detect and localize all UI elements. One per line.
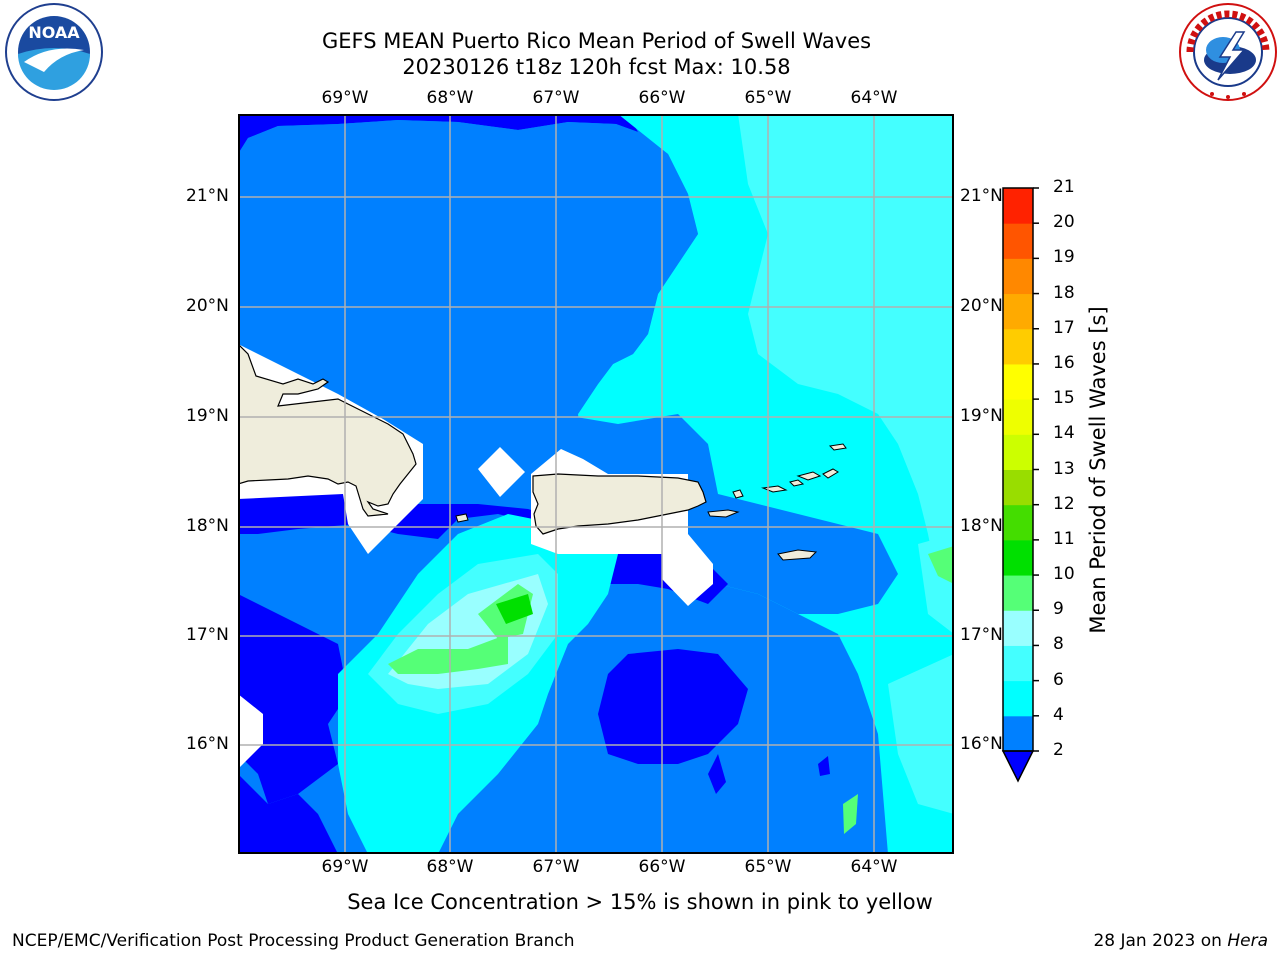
field-6-8s-southeast [888, 654, 954, 814]
nws-logo [1178, 2, 1278, 102]
colorbar-tick-marks [1033, 187, 1039, 752]
map-gridlines [238, 114, 954, 854]
map-title: GEFS MEAN Puerto Rico Mean Period of Swe… [321, 29, 872, 53]
lat-label-right-16n: 16°N [960, 734, 1003, 754]
colorbar-band-14-15 [1003, 399, 1033, 435]
lon-label-top-64w: 64°W [850, 88, 898, 108]
land-mona-island [455, 513, 469, 523]
lat-label-left-21n: 21°N [186, 186, 229, 206]
colorbar-band-18-19 [1003, 258, 1033, 295]
noaa-logo-text: NOAA [28, 23, 80, 42]
land-st-croix [777, 549, 818, 561]
lat-label-left-16n: 16°N [186, 734, 229, 754]
field-under-2s-south-central [598, 649, 748, 764]
colorbar-tick-label-19: 19 [1053, 247, 1075, 268]
lon-label-bottom-68w: 68°W [426, 857, 474, 877]
colorbar-segments [1003, 188, 1033, 752]
field-6-8s-northeast [738, 114, 954, 634]
colorbar-band-19-20 [1003, 223, 1033, 259]
field-9-10s-southeast [843, 794, 858, 834]
colorbar-band-17-18 [1003, 293, 1033, 330]
colorbar-tick-label-12: 12 [1053, 493, 1075, 514]
lon-label-bottom-69w: 69°W [321, 857, 369, 877]
colorbar-tick-label-6: 6 [1053, 669, 1064, 690]
map-frame [238, 114, 954, 854]
field-under-2s-southwest [238, 594, 348, 804]
colorbar-tick-label-10: 10 [1053, 564, 1075, 585]
colorbar-tick-label-18: 18 [1053, 282, 1075, 303]
land-anegada [828, 443, 847, 451]
colorbar-band-9-10 [1003, 575, 1033, 611]
colorbar-band-16-17 [1003, 328, 1033, 365]
lat-label-right-17n: 17°N [960, 625, 1003, 645]
lat-label-right-21n: 21°N [960, 186, 1003, 206]
lon-label-bottom-67w: 67°W [532, 857, 580, 877]
colorbar-tick-label-11: 11 [1053, 528, 1075, 549]
lon-label-top-67w: 67°W [532, 88, 580, 108]
colorbar-tick-label-13: 13 [1053, 458, 1075, 479]
colorbar-tick-label-17: 17 [1053, 317, 1075, 338]
land-hispaniola [238, 343, 417, 517]
colorbar-tick-label-4: 4 [1053, 704, 1064, 725]
colorbar-band-2-4 [1003, 715, 1033, 752]
footer-date-text: 28 Jan 2023 on [1093, 931, 1222, 951]
colorbar-tick-label-9: 9 [1053, 599, 1064, 620]
colorbar-tick-label-20: 20 [1053, 212, 1075, 233]
colorbar-label: Mean Period of Swell Waves [s] [1086, 306, 1110, 634]
colorbar-tick-label-21: 21 [1053, 177, 1075, 197]
field-2-4s-north [238, 120, 698, 414]
mask-pr-southeast [662, 534, 713, 606]
land-culebra [732, 489, 744, 499]
colorbar-band-4-6 [1003, 680, 1033, 717]
field-under-2s-east-dot [818, 756, 830, 776]
footer-org: NCEP/EMC/Verification Post Processing Pr… [12, 931, 575, 951]
colorbar-band-11-12 [1003, 504, 1033, 541]
land-tortola [796, 471, 822, 481]
footer-machine: Hera [1227, 931, 1268, 951]
lon-label-bottom-65w: 65°W [744, 857, 792, 877]
colorbar-band-8-9 [1003, 610, 1033, 646]
colorbar-tick-label-14: 14 [1053, 423, 1075, 444]
mask-west-edge [238, 694, 263, 769]
lon-label-bottom-66w: 66°W [638, 857, 686, 877]
lat-label-right-18n: 18°N [960, 516, 1003, 536]
noaa-logo: NOAA [4, 2, 104, 102]
colorbar-band-10-11 [1003, 539, 1033, 576]
lon-label-bottom-64w: 64°W [850, 857, 898, 877]
colorbar-tick-label-2: 2 [1053, 740, 1064, 760]
map-subtitle: 20230126 t18z 120h fcst Max: 10.58 [402, 55, 791, 79]
footer-date: 28 Jan 2023 on Hera [1093, 931, 1268, 951]
swell-period-map [238, 114, 954, 854]
colorbar-band-13-14 [1003, 434, 1033, 470]
colorbar-band-15-16 [1003, 363, 1033, 400]
lat-label-right-19n: 19°N [960, 406, 1003, 426]
lat-label-left-19n: 19°N [186, 406, 229, 426]
colorbar-band-6-8 [1003, 645, 1033, 682]
lon-label-top-66w: 66°W [638, 88, 686, 108]
sea-ice-caption: Sea Ice Concentration > 15% is shown in … [347, 890, 933, 914]
land-vieques [707, 509, 740, 518]
lat-label-left-20n: 20°N [186, 296, 229, 316]
mask-mona-diamond [478, 447, 525, 497]
lon-label-top-69w: 69°W [321, 88, 369, 108]
field-9-10s-east-edge [928, 546, 954, 584]
field-10-11s-patch [496, 594, 533, 624]
lat-label-left-18n: 18°N [186, 516, 229, 536]
colorbar-band-12-13 [1003, 469, 1033, 506]
lon-label-top-65w: 65°W [744, 88, 792, 108]
lon-label-top-68w: 68°W [426, 88, 474, 108]
lat-label-right-20n: 20°N [960, 296, 1003, 316]
colorbar-band-20-21 [1003, 188, 1033, 224]
colorbar-tick-label-15: 15 [1053, 388, 1075, 409]
colorbar-under-arrow [1001, 750, 1035, 783]
colorbar-tick-label-8: 8 [1053, 634, 1064, 655]
field-9-10s-patch-a [388, 634, 508, 674]
land-virgin-gorda [822, 468, 839, 479]
colorbar-tick-label-16: 16 [1053, 352, 1075, 373]
lat-label-left-17n: 17°N [186, 625, 229, 645]
field-under-2s-bottomleft [238, 774, 338, 854]
colorbar [1000, 186, 1040, 786]
field-under-2s-south-spike [708, 754, 726, 794]
land-st-john [789, 479, 805, 487]
